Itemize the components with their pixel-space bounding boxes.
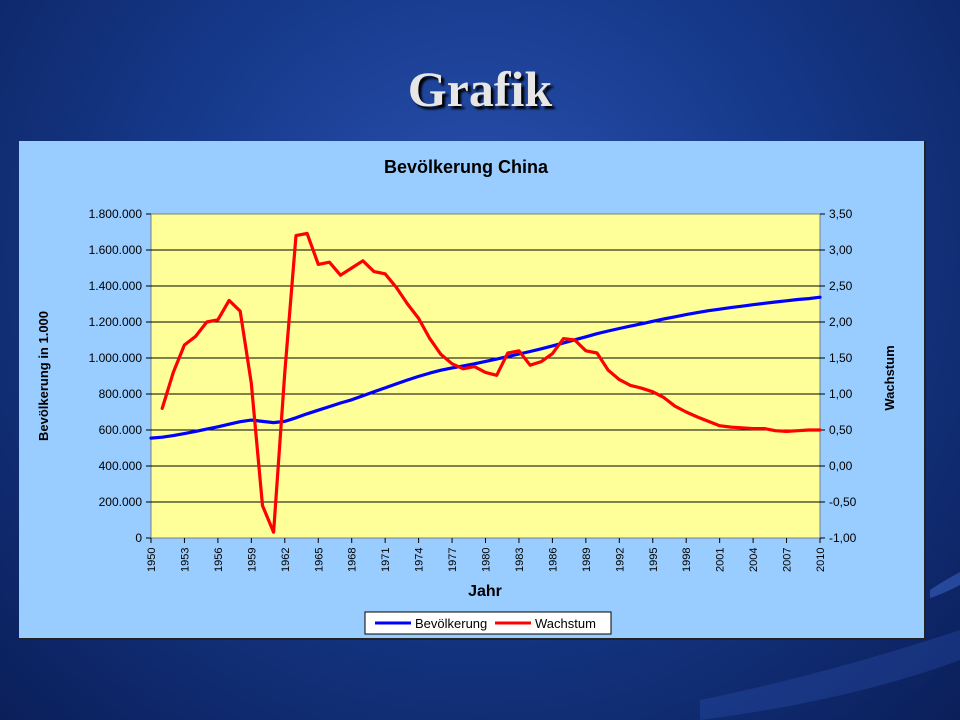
x-tick-label: 2004 — [748, 548, 760, 572]
x-tick-label: 1998 — [681, 548, 693, 572]
right-tick-label: 3,50 — [829, 207, 853, 221]
x-tick-label: 1968 — [347, 548, 359, 572]
x-tick-label: 1989 — [581, 548, 593, 572]
x-tick-label: 1980 — [481, 548, 493, 572]
x-tick-label: 1950 — [146, 548, 158, 572]
left-tick-label: 400.000 — [99, 459, 143, 473]
left-tick-label: 1.000.000 — [89, 351, 143, 365]
left-tick-label: 200.000 — [99, 495, 143, 509]
right-tick-label: 0,50 — [829, 423, 853, 437]
population-chart: 0 200.000 400.000 600.000 800.000 1.000.000 1.… — [36, 157, 897, 635]
left-tick-label: 800.000 — [99, 387, 143, 401]
left-tick-label: 0 — [135, 531, 142, 545]
chart-area: 0 200.000 400.000 600.000 800.000 1.000.000 1.… — [19, 141, 926, 640]
legend-label-bevoelkerung: Bevölkerung — [415, 616, 487, 631]
x-tick-label: 1977 — [447, 548, 459, 572]
gridlines — [151, 249, 820, 503]
right-axis-ticks: -1,00 -0,50 0,00 0,50 1,00 1,50 2,00 2,50 3,00 3,… — [820, 207, 857, 545]
right-tick-label: 0,00 — [829, 459, 853, 473]
x-tick-label: 1956 — [213, 548, 225, 572]
right-tick-label: 3,00 — [829, 243, 853, 257]
right-tick-label: 1,00 — [829, 387, 853, 401]
x-tick-label: 1962 — [280, 548, 292, 572]
left-tick-label: 1.400.000 — [89, 279, 143, 293]
series-line-wachstum — [160, 231, 822, 534]
x-axis-ticks: 1950 1953 1956 1959 1962 1965 1968 1971 1974 1977… — [146, 538, 827, 572]
x-tick-label: 1974 — [414, 548, 426, 572]
x-tick-label: 2010 — [815, 548, 827, 572]
series-line-bevoelkerung — [149, 295, 822, 440]
x-tick-label: 1992 — [614, 548, 626, 572]
x-tick-label: 1953 — [179, 548, 191, 572]
right-tick-label: -1,00 — [829, 531, 857, 545]
left-tick-label: 1.800.000 — [89, 207, 143, 221]
x-tick-label: 1995 — [648, 548, 660, 572]
legend-box — [364, 611, 612, 635]
x-tick-label: 1965 — [313, 548, 325, 572]
left-axis-label: Bevölkerung in 1.000 — [36, 311, 51, 441]
legend-label-wachstum: Wachstum — [535, 616, 596, 631]
x-tick-label: 1986 — [547, 548, 559, 572]
series-layer — [149, 231, 822, 534]
left-tick-label: 1.200.000 — [89, 315, 143, 329]
plot-area — [150, 213, 821, 539]
x-tick-label: 2001 — [715, 548, 727, 572]
legend: Bevölkerung Wachstum — [364, 611, 612, 635]
right-tick-label: -0,50 — [829, 495, 857, 509]
chart-title: Bevölkerung China — [384, 157, 549, 177]
left-tick-label: 600.000 — [99, 423, 143, 437]
x-axis-label: Jahr — [468, 583, 502, 600]
x-tick-label: 1971 — [380, 548, 392, 572]
left-axis-ticks: 0 200.000 400.000 600.000 800.000 1.000.000 1.… — [89, 207, 151, 545]
right-tick-label: 2,50 — [829, 279, 853, 293]
right-tick-label: 1,50 — [829, 351, 853, 365]
right-axis-label: Wachstum — [882, 345, 897, 410]
right-tick-label: 2,00 — [829, 315, 853, 329]
x-tick-label: 1959 — [246, 548, 258, 572]
x-tick-label: 2007 — [782, 548, 794, 572]
slide-title: Grafik — [407, 61, 553, 117]
left-tick-label: 1.600.000 — [89, 243, 143, 257]
x-tick-label: 1983 — [514, 548, 526, 572]
